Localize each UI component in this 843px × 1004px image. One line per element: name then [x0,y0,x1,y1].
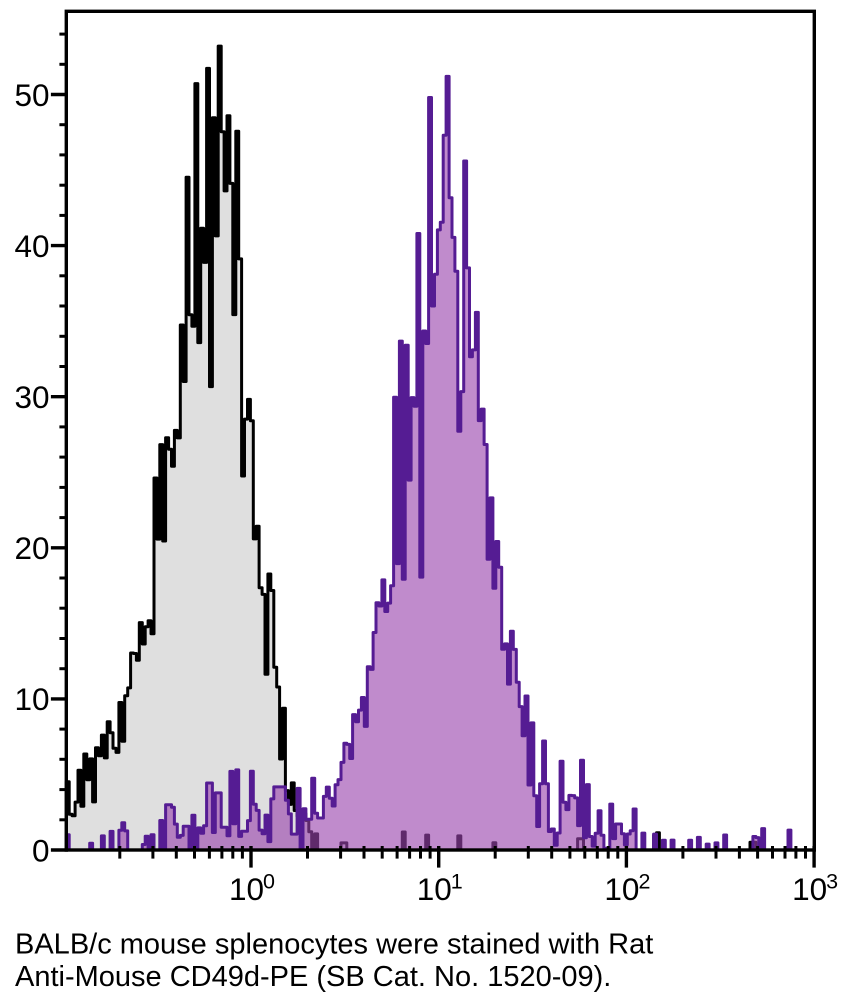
svg-text:0: 0 [32,832,50,868]
svg-text:101: 101 [417,870,463,908]
svg-text:BALB/c mouse splenocytes were: BALB/c mouse splenocytes were stained wi… [15,929,653,961]
svg-text:20: 20 [14,530,49,566]
svg-text:30: 30 [14,379,49,415]
svg-text:10: 10 [14,681,49,717]
svg-text:Anti-Mouse CD49d-PE (SB Cat. N: Anti-Mouse CD49d-PE (SB Cat. No. 1520-09… [15,961,611,993]
svg-text:50: 50 [14,77,49,113]
svg-text:40: 40 [14,228,49,264]
